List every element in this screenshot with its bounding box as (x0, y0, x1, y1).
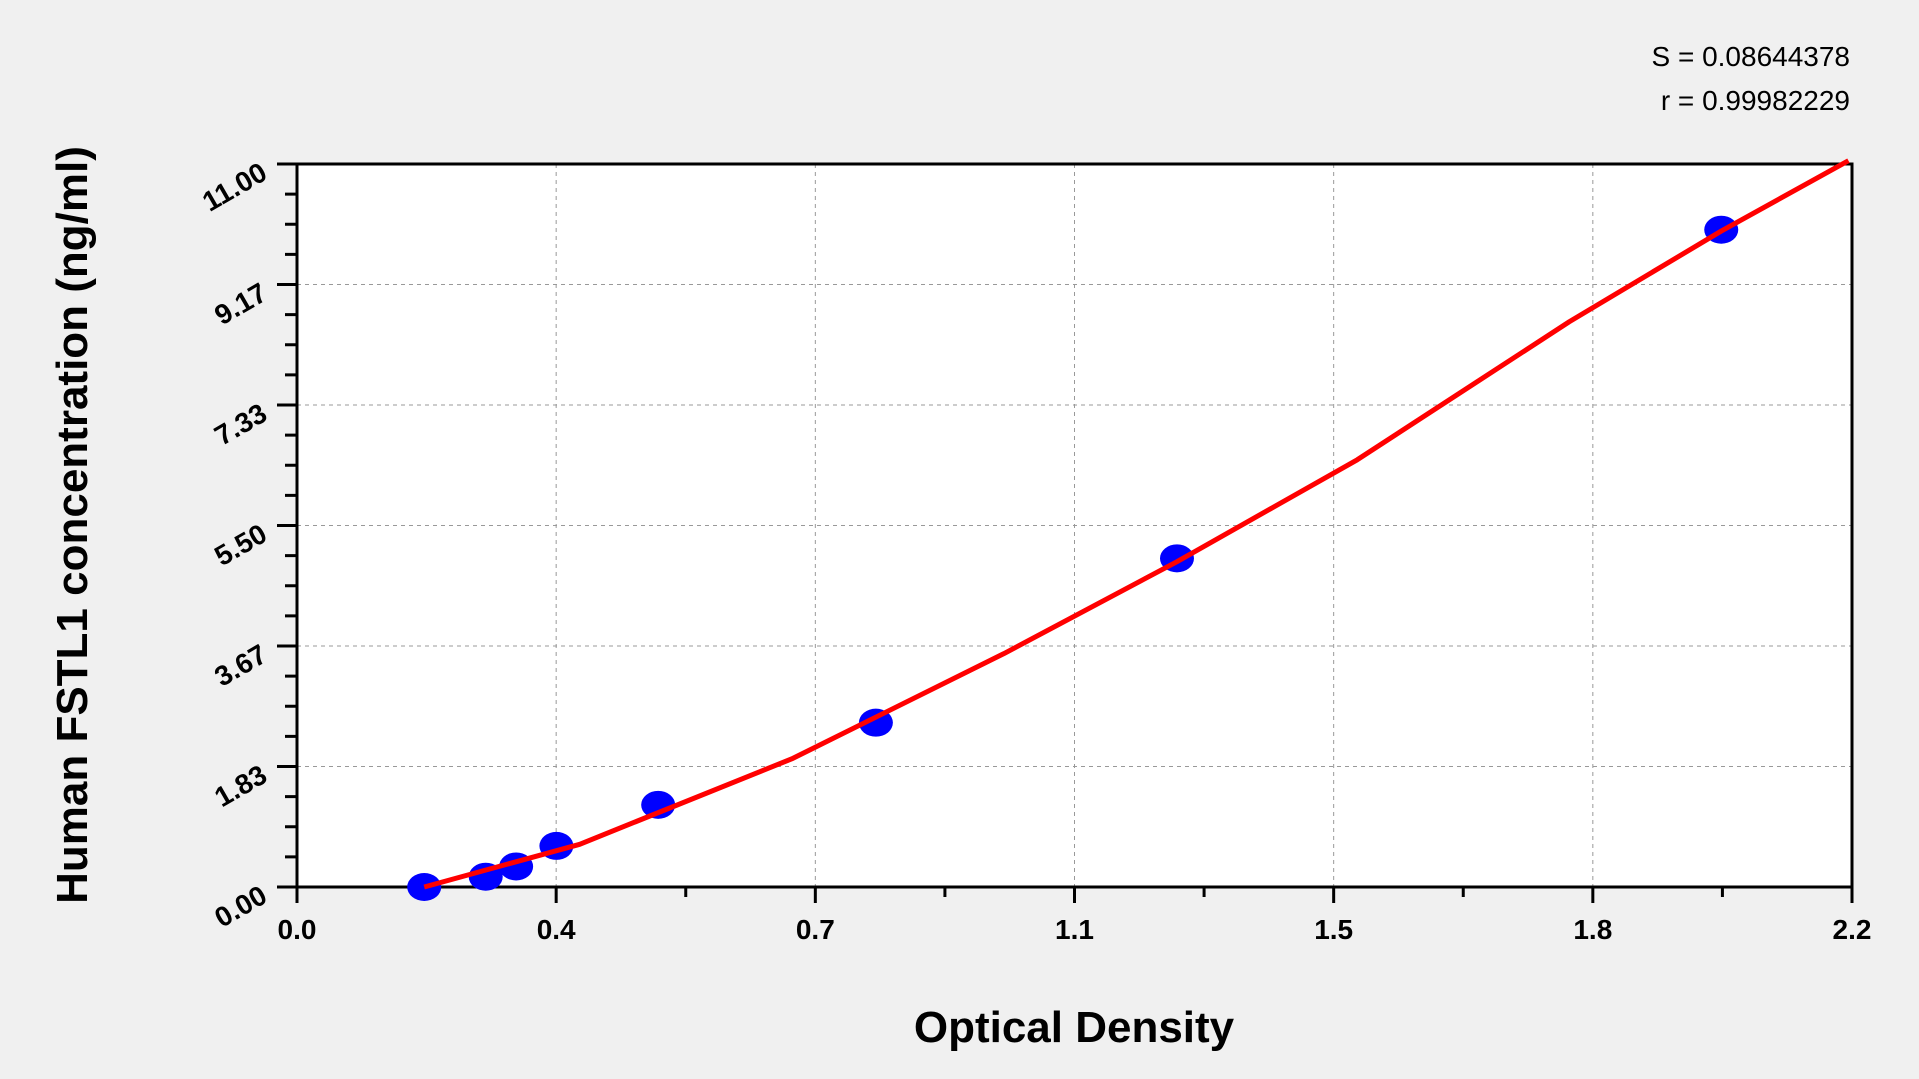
fit-curve (423, 158, 1850, 890)
stat-s: S = 0.08644378 (1651, 41, 1850, 72)
y-axis-title: Human FSTL1 concentration (ng/ml) (48, 146, 97, 904)
y-tick-label: 7.33 (209, 397, 272, 451)
y-tick-label: 5.50 (209, 518, 272, 572)
y-tick-label: 3.67 (209, 638, 272, 692)
y-tick-label: 0.00 (209, 879, 272, 933)
x-tick-label: 1.5 (1314, 914, 1353, 945)
x-tick-label: 1.8 (1573, 914, 1612, 945)
grid-lines (297, 164, 1852, 887)
y-tick-label: 11.00 (197, 156, 272, 217)
x-tick-label: 0.4 (537, 914, 576, 945)
x-axis-title: Optical Density (914, 1003, 1235, 1052)
y-tick-label: 9.17 (209, 277, 272, 331)
y-tick-label: 1.83 (209, 759, 272, 813)
x-tick-label: 0.7 (796, 914, 835, 945)
plot-frame (295, 162, 1854, 889)
x-tick-label: 0.0 (278, 914, 317, 945)
x-tick-label: 1.1 (1055, 914, 1094, 945)
stat-r: r = 0.99982229 (1661, 85, 1850, 116)
x-tick-label: 2.2 (1833, 914, 1872, 945)
